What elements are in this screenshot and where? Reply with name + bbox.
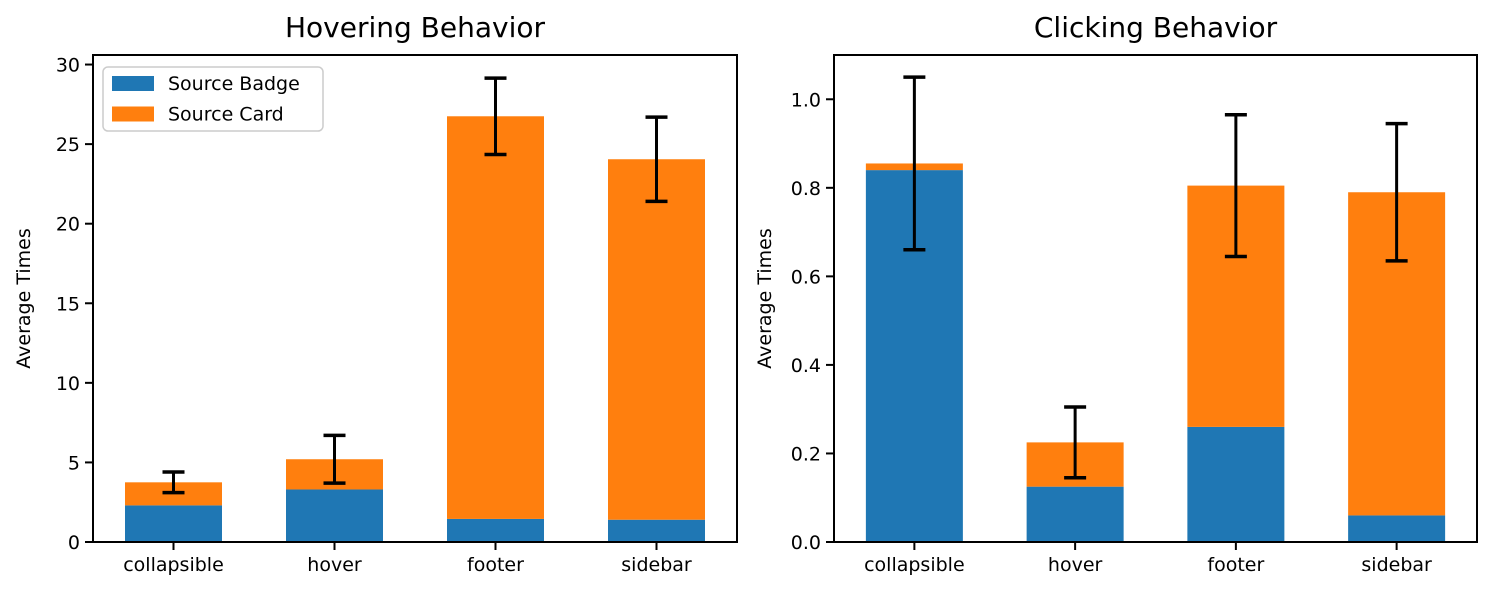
bar-segment-sidebar-source-badge: [608, 519, 705, 542]
bar-segment-sidebar-source-badge: [1348, 515, 1446, 542]
error-bar-sidebar: [645, 115, 668, 204]
legend-label: Source Badge: [168, 73, 300, 95]
chart-hovering-behavior: 0 5 10 15 20 25 30 collapsible hover footer sideba…: [13, 11, 738, 576]
y-tick-label: 5: [68, 452, 80, 474]
y-tick-label: 0.6: [791, 266, 821, 288]
bar-segment-collapsible-source-badge: [125, 505, 222, 542]
chart-title: Clicking Behavior: [1034, 11, 1278, 44]
x-tick-label-sidebar: sidebar: [1361, 554, 1432, 576]
y-tick-label: 0.8: [791, 178, 821, 200]
y-tick-label: 0.0: [791, 532, 821, 554]
x-tick-label-hover: hover: [307, 554, 362, 576]
x-tick-label-footer: footer: [1207, 554, 1264, 576]
x-tick-label-collapsible: collapsible: [123, 554, 224, 576]
y-tick-label: 25: [56, 134, 80, 156]
x-tick-label-footer: footer: [467, 554, 524, 576]
y-tick-label: 30: [56, 55, 80, 77]
y-tick-label: 10: [56, 373, 80, 395]
axes-frame: [833, 54, 1478, 543]
x-tick-label-collapsible: collapsible: [864, 554, 965, 576]
chart-clicking-behavior: 0.0 0.2 0.4 0.6 0.8 1.0 collapsible hover footer…: [754, 11, 1478, 576]
y-tick-label: 15: [56, 293, 80, 315]
error-bar-hover: [323, 433, 346, 485]
error-bar-footer: [484, 76, 507, 157]
y-axis-label: Average Times: [13, 228, 35, 368]
legend-swatch-source_badge: [112, 76, 154, 91]
bar-segment-hover-source-badge: [286, 489, 383, 542]
bar-segment-footer-source-card: [447, 116, 544, 519]
bar-segment-sidebar-source-card: [608, 159, 705, 520]
chart-title: Hovering Behavior: [285, 11, 546, 44]
y-tick-label: 0.2: [791, 443, 821, 465]
error-bar-collapsible: [903, 75, 926, 252]
error-bar-collapsible: [162, 470, 185, 495]
error-bar-hover: [1064, 405, 1087, 480]
error-bar-sidebar: [1385, 121, 1408, 263]
legend-swatch-source_card: [112, 106, 154, 122]
bar-segment-footer-source-badge: [1187, 426, 1285, 542]
error-bar-footer: [1224, 113, 1247, 259]
y-tick-label: 20: [56, 214, 80, 236]
legend-box: [102, 66, 324, 132]
legend-label: Source Card: [168, 104, 284, 126]
y-tick-label: 1.0: [791, 89, 821, 111]
bar-segment-hover-source-badge: [1026, 486, 1124, 542]
x-tick-label-hover: hover: [1048, 554, 1103, 576]
legend: Source Badge Source Card: [102, 66, 324, 132]
y-axis-label: Average Times: [754, 228, 776, 368]
y-tick-label: 0: [68, 532, 80, 554]
bar-segment-footer-source-badge: [447, 518, 544, 542]
x-tick-label-sidebar: sidebar: [621, 554, 692, 576]
y-tick-label: 0.4: [791, 355, 821, 377]
axes-frame: [92, 54, 738, 543]
